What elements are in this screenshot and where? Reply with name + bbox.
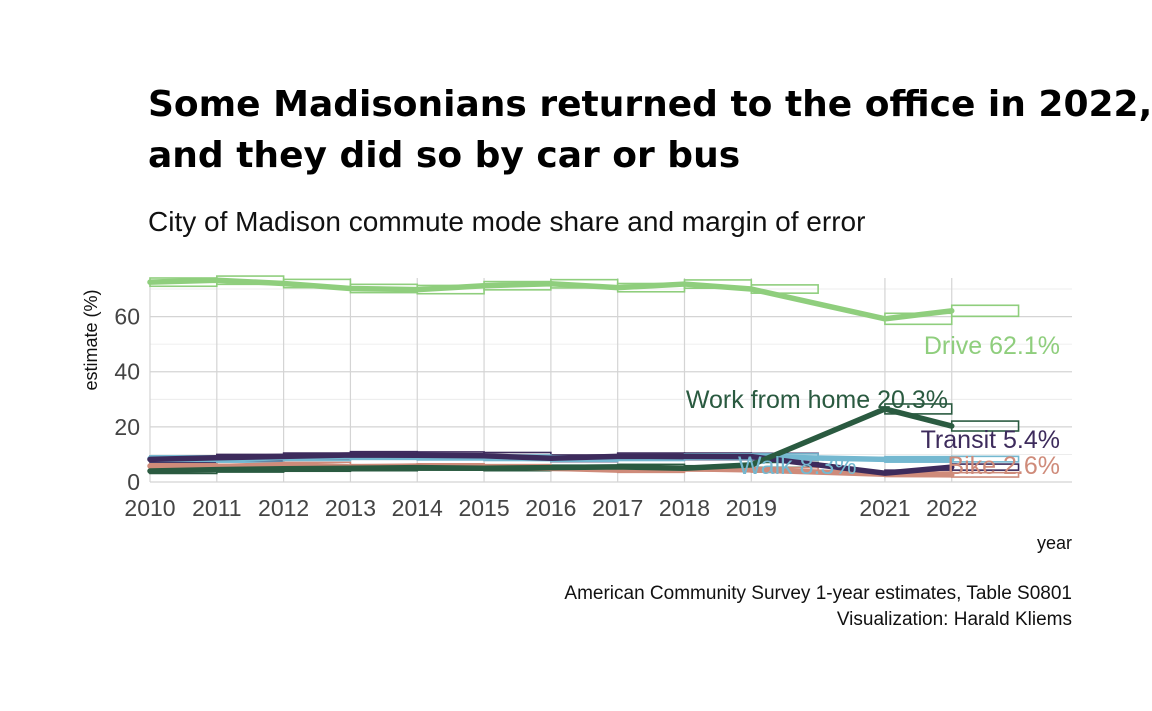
x-tick-label: 2013 [325,495,376,521]
x-tick-label: 2017 [592,495,643,521]
x-tick-label: 2021 [859,495,910,521]
chart-title-line-2: and they did so by car or bus [148,135,740,176]
y-axis-ticks: 0 20 40 60 [114,304,140,495]
caption-credit: Visualization: Harald Kliems [837,609,1072,630]
y-tick-label: 40 [114,359,140,385]
x-tick-label: 2012 [258,495,309,521]
series-labels: Drive 62.1% Work from home 20.3% Transit 5… [686,332,1060,480]
y-tick-label: 60 [114,304,140,330]
x-tick-label: 2011 [192,495,241,521]
y-tick-label: 20 [114,414,140,440]
x-axis-label: year [1037,533,1072,553]
series-label-walk-8-3: Walk 8.3% [738,452,857,480]
moe-box-drive-62-1 [950,304,1020,318]
series-label-transit-5-4: Transit 5.4% [921,426,1060,454]
x-tick-label: 2022 [926,495,977,521]
x-tick-label: 2014 [392,495,443,521]
x-tick-label: 2018 [659,495,710,521]
series-label-work-from-home-20-3: Work from home 20.3% [686,386,948,414]
margin-of-error-boxes [149,275,1020,478]
x-axis-ticks: 2010 2011 2012 2013 2014 2015 2016 2017 2018 2019… [124,495,977,521]
caption-source: American Community Survey 1-year estimat… [564,583,1072,604]
x-tick-label: 2016 [525,495,576,521]
series-label-drive-62-1: Drive 62.1% [924,332,1060,360]
grid [149,278,1072,483]
series-line-drive-62-1 [147,277,955,322]
series-lines [147,277,955,478]
series-line-work-from-home-20-3 [147,406,955,474]
y-tick-label: 0 [127,469,140,495]
x-tick-label: 2010 [124,495,175,521]
chart-title-line-1: Some Madisonians returned to the office … [148,84,1152,125]
x-tick-label: 2019 [726,495,777,521]
y-axis-label: estimate (%) [81,289,101,390]
chart-subtitle: City of Madison commute mode share and m… [148,206,865,237]
series-line-transit-5-4 [147,452,955,476]
x-tick-label: 2015 [458,495,509,521]
series-label-bike-2-6: Bike 2.6% [947,452,1060,480]
